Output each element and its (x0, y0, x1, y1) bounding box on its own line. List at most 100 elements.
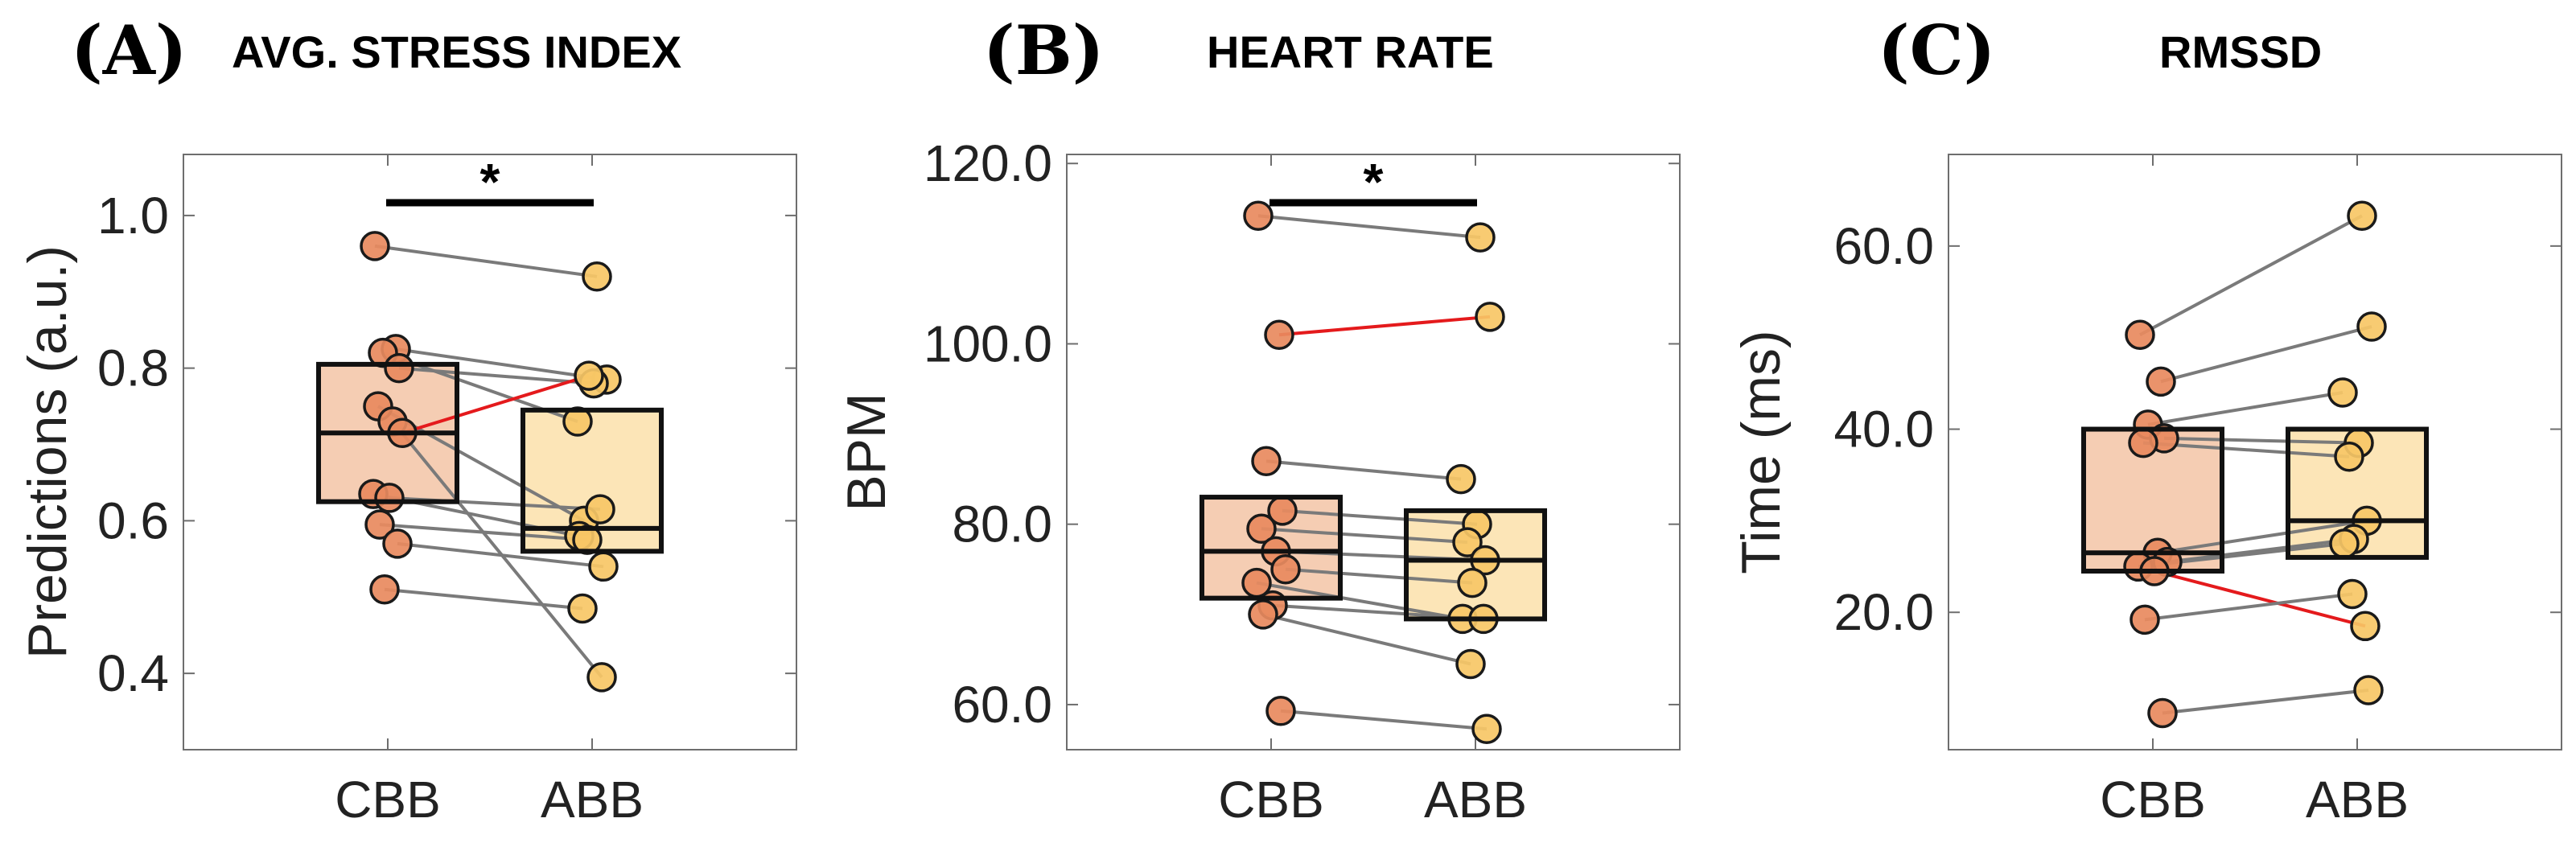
box-outline-cbb (1200, 495, 1343, 601)
point-abb (2350, 611, 2381, 642)
pair-line (1265, 459, 1462, 481)
y-tick-label: 80.0 (952, 496, 1052, 553)
point-abb (1446, 463, 1476, 495)
point-cbb (1246, 513, 1277, 545)
pair-line (398, 366, 595, 385)
pair-line (1280, 709, 1488, 731)
point-abb (586, 662, 617, 693)
point-abb (585, 494, 615, 524)
highlight-pair-line (2154, 570, 2366, 628)
point-cbb (384, 352, 414, 384)
pair-line (2167, 537, 2355, 564)
x-tick-label-cbb: CBB (2100, 771, 2206, 829)
pair-line (1285, 567, 1473, 585)
panel-a-y-axis-label: Predictions (a.u.) (17, 245, 78, 659)
panel-c-title: RMSSD (2159, 27, 2322, 77)
panel-b: (B) HEART RATE BPM 60.0 80.0 100.0 120.0 CBB… (836, 10, 1681, 829)
pair-line (2144, 592, 2353, 622)
point-abb (1465, 222, 1496, 253)
panel-b-marks: 60.0 80.0 100.0 120.0 CBB ABB * (924, 134, 1680, 829)
point-cbb (382, 528, 413, 559)
panel-a-letter: (A) (71, 10, 187, 90)
x-tick-label-cbb: CBB (1218, 771, 1324, 829)
x-tick-label-abb: ABB (1424, 771, 1527, 829)
panel-a-marks: 0.4 0.6 0.8 1.0 CBB ABB * (97, 153, 796, 829)
pair-line (384, 587, 583, 611)
point-cbb (2146, 366, 2176, 397)
y-tick-label: 120.0 (924, 134, 1052, 192)
pair-line (1257, 214, 1481, 240)
panel-a-title: AVG. STRESS INDEX (232, 27, 681, 77)
point-abb (2327, 377, 2358, 408)
point-cbb (2147, 697, 2178, 729)
point-abb (2347, 200, 2377, 232)
panel-b-plot-area (1066, 154, 1681, 750)
pair-line (1282, 508, 1478, 526)
x-tick-label-abb: ABB (541, 771, 644, 829)
pair-line (374, 244, 598, 278)
panel-c: (C) RMSSD Time (ms) 20.0 40.0 60.0 CBB ABB (1730, 10, 2562, 829)
point-cbb (2130, 604, 2160, 635)
pair-line (2147, 391, 2344, 426)
point-cbb (374, 483, 405, 513)
box-outline-abb (1404, 508, 1547, 622)
pair-line (1261, 527, 1468, 545)
point-abb (2353, 675, 2384, 705)
point-cbb (1265, 696, 1296, 726)
box-outline-abb (521, 407, 664, 554)
panel-c-plot-area (1948, 154, 2562, 750)
panel-b-y-axis-label: BPM (836, 393, 897, 511)
pair-line (2163, 436, 2360, 445)
pair-line (2139, 214, 2363, 337)
highlight-pair-line (401, 374, 590, 435)
y-tick-label: 20.0 (1833, 583, 1934, 641)
point-cbb (2128, 427, 2158, 459)
y-tick-label: 0.4 (97, 644, 169, 702)
point-abb (588, 551, 619, 582)
point-cbb (1270, 554, 1301, 585)
y-tick-label: 0.8 (97, 339, 169, 397)
panel-b-title: HEART RATE (1207, 27, 1494, 77)
point-cbb (2125, 319, 2155, 351)
point-cbb (1243, 200, 1274, 231)
point-abb (567, 593, 598, 624)
point-cbb (360, 231, 390, 261)
y-tick-label: 60.0 (952, 676, 1052, 734)
point-abb (1471, 713, 1502, 744)
x-tick-label-cbb: CBB (335, 771, 441, 829)
point-abb (2337, 578, 2368, 610)
pair-line (1256, 581, 1463, 621)
y-tick-label: 0.6 (97, 491, 169, 549)
point-abb (582, 261, 612, 292)
point-abb (2329, 528, 2360, 559)
pair-line (2160, 325, 2372, 384)
highlight-pair-line (1278, 315, 1491, 337)
pair-line (379, 523, 588, 542)
panel-c-letter: (C) (1878, 10, 1995, 90)
significance-star: * (480, 153, 500, 211)
panel-c-marks: 20.0 40.0 60.0 CBB ABB (1833, 154, 2562, 829)
panel-b-letter: (B) (983, 10, 1105, 90)
pair-line (1262, 612, 1471, 666)
y-tick-label: 100.0 (924, 315, 1052, 372)
point-abb (1452, 527, 1483, 557)
box-outline-abb (2286, 426, 2429, 560)
panel-c-y-axis-label: Time (ms) (1730, 330, 1792, 574)
panel-a: (A) AVG. STRESS INDEX Predictions (a.u.)… (17, 10, 797, 829)
x-tick-label-abb: ABB (2306, 771, 2409, 829)
pair-line (2157, 519, 2368, 555)
y-tick-label: 40.0 (1833, 401, 1934, 459)
pair-line (2162, 689, 2369, 715)
point-abb (1455, 648, 1486, 680)
point-abb (1475, 302, 1505, 332)
point-cbb (369, 574, 400, 605)
point-abb (1457, 567, 1488, 598)
pair-line (391, 420, 603, 679)
significance-star: * (1364, 153, 1384, 211)
pair-line (395, 347, 607, 381)
y-tick-label: 1.0 (97, 187, 169, 245)
point-cbb (1248, 599, 1278, 630)
pair-line (397, 541, 604, 569)
point-cbb (1264, 319, 1294, 350)
